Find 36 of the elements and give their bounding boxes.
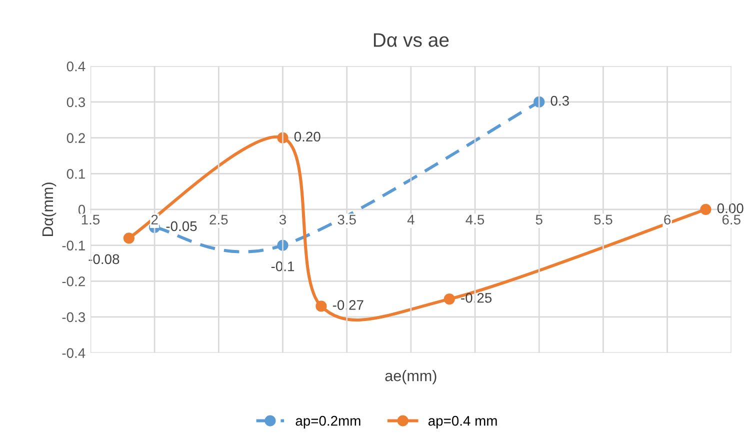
y-tick-label: 0.2 [66,133,85,143]
y-tick-label: 0.1 [66,168,85,179]
x-tick-label: 2 [151,214,158,224]
x-tick-label: 3.5 [338,214,356,225]
point [444,293,455,305]
point [700,204,712,216]
data-label: -0.08 [88,254,120,264]
x-tick-label: 4 [407,214,414,224]
data-label: -0.25 [461,292,492,303]
data-label: 0.00 [717,203,744,214]
data-label: 0.3 [550,96,569,106]
x-tick-label: 5 [536,214,542,225]
y-axis-title: Dα(mm) [42,182,56,236]
point [316,300,327,312]
y-tick-label: -0.1 [62,240,85,250]
data-label: -0.27 [332,300,364,310]
x-tick-label: 1.5 [82,214,100,225]
x-tick-label: 5.5 [594,214,612,225]
point [123,232,134,244]
y-tick-label: -0.2 [62,276,85,286]
y-tick-label: 0.3 [66,97,86,108]
chart-title: Dα vs ae [374,33,449,47]
data-label: -0.1 [271,261,294,272]
x-tick-label: 6 [664,214,671,225]
legend-label: ap=0.2mm [296,416,360,428]
y-tick-label: 0.4 [66,61,86,72]
y-tick-label: -0.4 [62,348,86,358]
data-label: -0.05 [166,221,197,232]
x-tick-label: 3 [279,214,286,225]
data-label: 0.20 [294,132,320,142]
x-tick-label: 4.5 [466,214,484,225]
x-tick-label: 6.5 [722,214,740,225]
y-tick-label: -0.3 [62,312,86,322]
x-tick-label: 2.5 [210,214,228,225]
legend-label: ap=0.4 mm [428,416,497,428]
x-axis-title: ae(mm) [385,370,436,384]
